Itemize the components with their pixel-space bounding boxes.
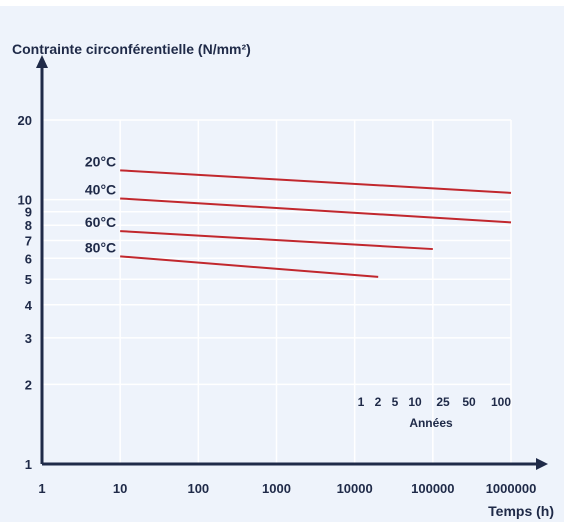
years-tick-label: 5 — [392, 395, 399, 409]
x-tick-label: 100000 — [411, 481, 454, 496]
series-line — [120, 230, 433, 251]
series-label: 80°C — [85, 239, 116, 255]
x-axis-label: Temps (h) — [488, 503, 554, 519]
series-lines — [120, 169, 512, 278]
y-tick-label: 4 — [25, 298, 33, 313]
x-tick-label: 1000 — [262, 481, 291, 496]
series-line — [120, 169, 512, 194]
y-tick-label: 5 — [25, 272, 32, 287]
series-label: 40°C — [85, 181, 116, 197]
years-axis-label: Années — [409, 416, 453, 430]
y-tick-label: 20 — [18, 113, 32, 128]
y-tick-label: 3 — [25, 331, 32, 346]
series-line — [120, 197, 512, 224]
x-tick-label: 1000000 — [486, 481, 537, 496]
series-line — [120, 255, 379, 278]
x-tick-label: 10000 — [337, 481, 373, 496]
years-tick-label: 10 — [408, 395, 422, 409]
series-label: 20°C — [85, 153, 116, 169]
years-tick-label: 2 — [375, 395, 382, 409]
y-axis-label: Contrainte circonférentielle (N/mm²) — [12, 41, 251, 57]
years-tick-label: 1 — [358, 395, 365, 409]
years-tick-label: 25 — [436, 395, 450, 409]
years-tick-label: 50 — [462, 395, 476, 409]
years-tick-label: 100 — [491, 395, 511, 409]
y-tick-label: 1 — [25, 457, 32, 472]
tick-labels: 1 10 100 1000 10000 100000 1000000123456789102… — [18, 113, 537, 496]
y-tick-label: 9 — [25, 205, 32, 220]
y-tick-label: 7 — [25, 234, 32, 249]
y-tick-label: 8 — [25, 218, 32, 233]
axes — [36, 55, 548, 470]
series-label: 60°C — [85, 214, 116, 230]
series-labels: 20°C 40°C 60°C 80°C — [85, 153, 116, 255]
x-tick-label: 100 — [187, 481, 209, 496]
x-axis-arrow — [536, 458, 548, 470]
x-tick-label: 1 — [38, 481, 45, 496]
y-tick-label: 10 — [18, 193, 32, 208]
plot-background — [0, 6, 564, 522]
grid — [42, 119, 512, 464]
y-tick-label: 6 — [25, 251, 32, 266]
x-tick-label: 10 — [113, 481, 127, 496]
y-axis-arrow — [36, 55, 48, 68]
y-tick-label: 2 — [25, 377, 32, 392]
